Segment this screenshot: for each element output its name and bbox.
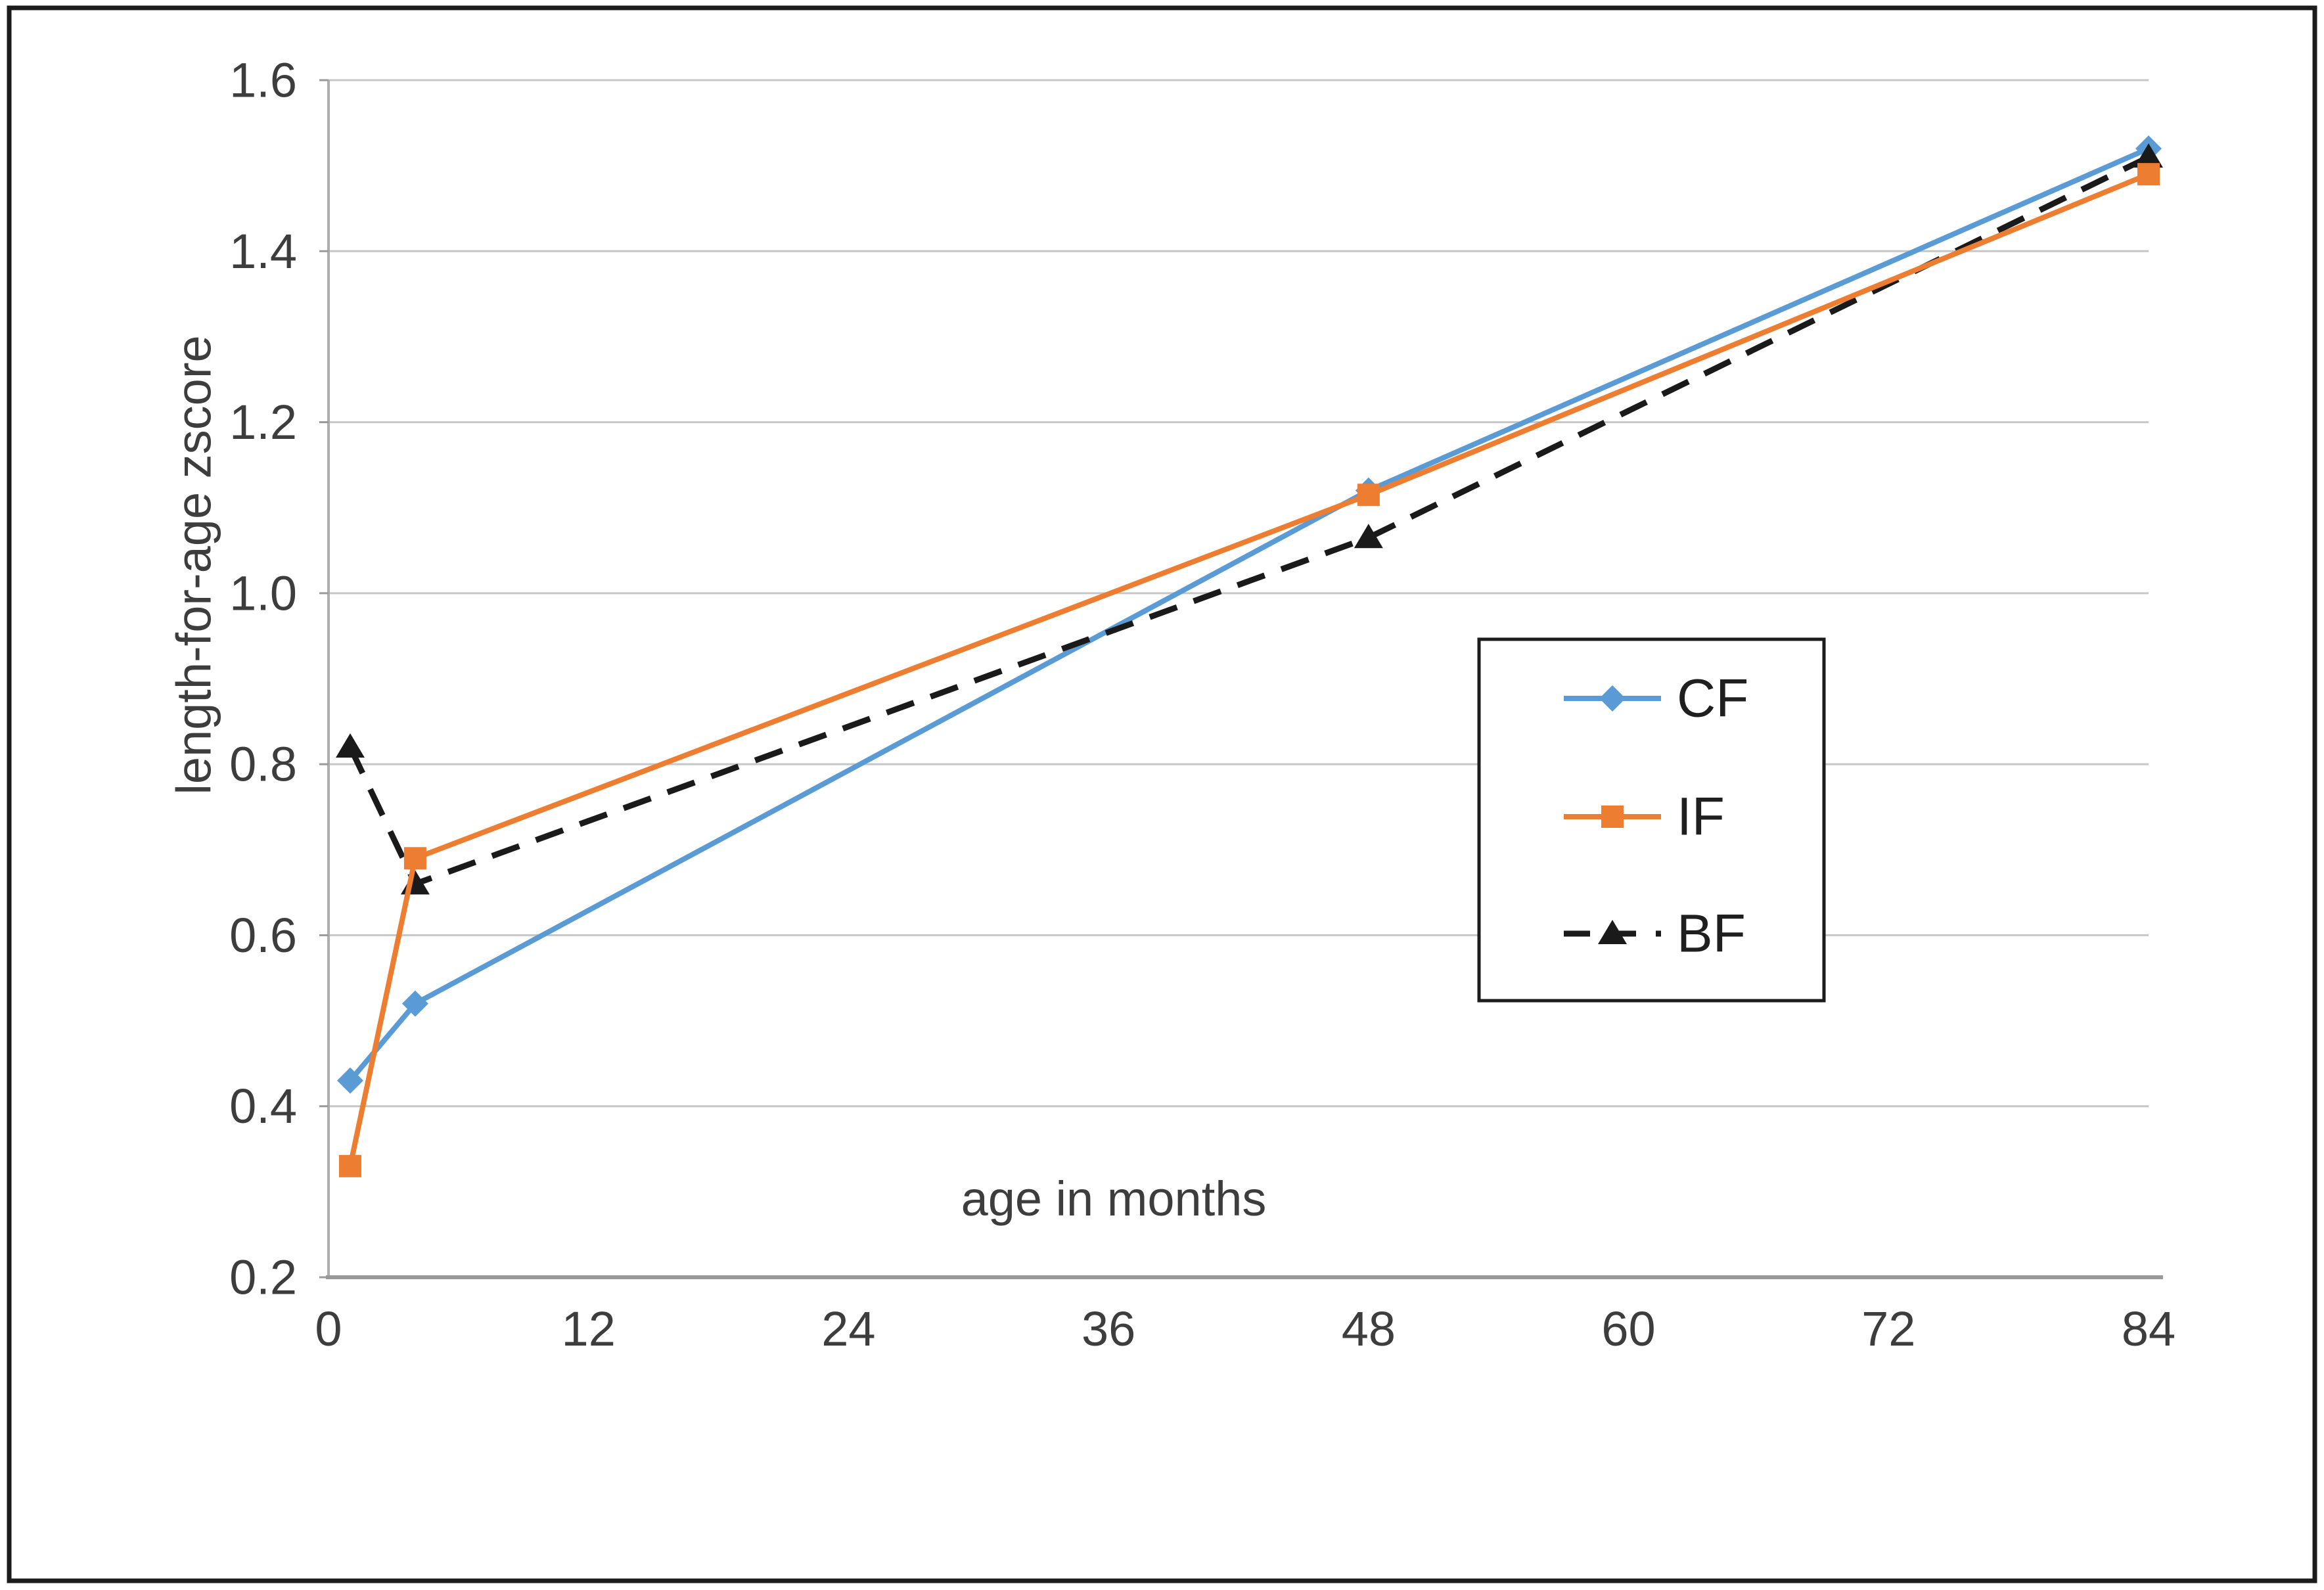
legend-label-CF: CF — [1677, 669, 1748, 729]
y-axis-title: length-for-age zscore — [167, 335, 221, 794]
marker-legend-IF — [1601, 806, 1624, 828]
figure-border — [7, 5, 2317, 1583]
x-tick-label: 84 — [2122, 1302, 2176, 1356]
legend-label-IF: IF — [1677, 787, 1725, 847]
marker-IF — [2137, 163, 2160, 186]
x-tick-label: 72 — [1861, 1302, 1915, 1356]
x-tick-label: 60 — [1601, 1302, 1655, 1356]
legend-item-CF: CF — [1564, 669, 1748, 729]
series-IF — [338, 163, 2160, 1177]
x-axis: 0 12 24 36 48 60 72 84 — [315, 1302, 2176, 1356]
marker-legend-BF — [1598, 920, 1627, 944]
y-tick-label: 1.4 — [229, 224, 297, 279]
y-tick-label: 0.4 — [229, 1079, 297, 1133]
legend-border — [1477, 637, 1826, 1003]
legend: CF IF BF — [1477, 637, 1826, 1003]
marker-CF — [401, 990, 428, 1017]
x-tick-label: 36 — [1082, 1302, 1135, 1356]
y-tick-label: 0.6 — [229, 908, 297, 963]
y-tick-label: 1.2 — [229, 395, 297, 449]
marker-IF — [1357, 484, 1380, 507]
y-tick-label: 0.8 — [229, 737, 297, 792]
x-axis-title: age in months — [961, 1171, 1267, 1226]
marker-legend-CF — [1599, 685, 1626, 712]
x-tick-label: 24 — [821, 1302, 875, 1356]
y-tick-label: 1.0 — [229, 566, 297, 620]
gridlines — [329, 79, 2149, 1108]
marker-CF — [336, 1067, 363, 1094]
series-line-IF — [348, 171, 2150, 1167]
legend-item-IF: IF — [1564, 787, 1725, 847]
marker-BF — [1354, 524, 1383, 549]
marker-BF — [2134, 143, 2163, 168]
y-tick-label: 1.6 — [229, 53, 297, 108]
y-axis: 0.2 0.4 0.6 0.8 1.0 1.2 1.4 1.6 — [229, 53, 329, 1305]
marker-IF — [403, 847, 426, 870]
x-tick-label: 0 — [315, 1302, 342, 1356]
marker-BF — [335, 733, 365, 758]
series-line-CF — [348, 146, 2150, 1083]
y-tick-label: 0.2 — [229, 1250, 297, 1305]
marker-IF — [338, 1154, 361, 1177]
legend-label-BF: BF — [1677, 904, 1746, 964]
x-tick-label: 12 — [562, 1302, 616, 1356]
legend-item-BF: BF — [1564, 904, 1746, 964]
x-tick-label: 48 — [1342, 1302, 1396, 1356]
series-line-BF — [347, 154, 2150, 888]
